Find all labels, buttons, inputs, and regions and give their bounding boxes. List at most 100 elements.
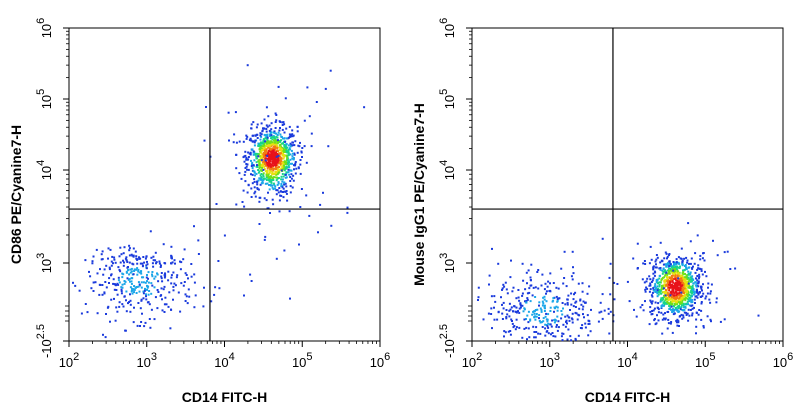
cell-dot (324, 87, 327, 90)
cell-dot (679, 286, 682, 289)
cell-dot (246, 168, 248, 171)
y-tick-label: 106 (35, 18, 54, 39)
cell-dot (557, 287, 560, 290)
cell-dot (273, 167, 276, 170)
cell-dot (608, 332, 611, 335)
cell-dot (269, 132, 272, 135)
cell-dot (663, 257, 666, 260)
cell-dot (669, 307, 671, 310)
cell-dot (265, 106, 268, 109)
cell-dot (493, 318, 496, 321)
cell-dot (273, 164, 276, 167)
cell-dot (131, 289, 133, 292)
cell-dot (616, 283, 619, 285)
cell-dot (129, 286, 132, 289)
cell-dot (92, 281, 95, 284)
cell-dot (261, 148, 264, 151)
cell-dot (653, 319, 656, 322)
cell-dot (696, 290, 699, 293)
cell-dot (265, 160, 268, 163)
cell-dot (670, 301, 673, 304)
cell-dot (609, 262, 612, 265)
cell-dot (160, 272, 163, 274)
cell-dot (147, 281, 150, 284)
cell-dot (175, 276, 178, 279)
cell-dot (170, 308, 172, 311)
cell-dot (675, 294, 678, 297)
cell-dot (135, 255, 138, 258)
cell-dot (274, 144, 277, 147)
cell-dot (270, 150, 273, 153)
cell-dot (228, 139, 230, 142)
cell-dot (289, 153, 292, 156)
cell-dot (561, 332, 564, 335)
cell-dot (283, 123, 286, 126)
cell-dot (136, 262, 139, 265)
cell-dot (658, 267, 661, 270)
cell-dot (563, 250, 566, 253)
cell-dot (174, 284, 177, 287)
y-tick-label: -102.5 (35, 324, 54, 358)
cell-dot (277, 177, 280, 179)
cell-dot (664, 292, 666, 295)
cell-dot (702, 252, 704, 255)
cell-dot (664, 312, 666, 315)
cell-dot (571, 321, 574, 324)
cell-dot (490, 295, 493, 298)
cell-dot (545, 318, 548, 321)
cell-dot (683, 311, 686, 314)
cell-dot (642, 309, 645, 312)
cell-dot (265, 130, 268, 133)
cell-dot (575, 312, 578, 315)
cell-dot (278, 152, 281, 155)
cell-dot (281, 186, 284, 189)
cell-dot (125, 256, 128, 259)
cell-dot (303, 145, 306, 148)
cell-dot (259, 183, 262, 186)
cell-dot (511, 290, 514, 293)
cell-dot (494, 300, 497, 303)
cell-dot (723, 318, 726, 321)
cell-dot (145, 293, 147, 296)
cell-dot (505, 309, 508, 311)
cell-dot (121, 283, 124, 286)
cell-dot (664, 302, 667, 304)
cell-dot (287, 154, 290, 157)
cell-dot (684, 306, 687, 309)
cell-dot (268, 158, 271, 161)
cell-dot (268, 171, 271, 174)
cell-dot (273, 172, 276, 175)
cell-dot (632, 257, 635, 260)
cell-dot (549, 306, 552, 309)
cell-dot (659, 268, 662, 271)
cell-dot (666, 279, 668, 282)
cell-dot (690, 301, 693, 304)
cell-dot (156, 289, 159, 291)
cell-dot (268, 188, 271, 191)
cell-dot (74, 284, 77, 287)
cell-dot (689, 286, 691, 289)
cell-dot (668, 298, 671, 301)
cell-dot (681, 297, 684, 300)
cell-dot (505, 316, 508, 318)
cell-dot (275, 193, 278, 196)
cell-dot (667, 270, 670, 273)
cell-dot (666, 297, 669, 299)
cell-dot (247, 158, 250, 161)
cell-dot (672, 308, 675, 311)
cell-dot (277, 181, 280, 184)
cell-dot (504, 281, 507, 284)
cell-dot (699, 258, 702, 261)
cell-dot (259, 138, 262, 141)
cell-dot (661, 318, 664, 321)
cell-dot (529, 318, 532, 321)
cell-dot (551, 319, 554, 322)
cell-dot (291, 133, 294, 136)
cell-dot (681, 294, 684, 297)
cell-dot (609, 310, 612, 313)
cell-dot (170, 262, 173, 265)
x-tick-label: 103 (136, 351, 157, 370)
cell-dot (686, 259, 689, 262)
cell-dot (687, 291, 690, 294)
